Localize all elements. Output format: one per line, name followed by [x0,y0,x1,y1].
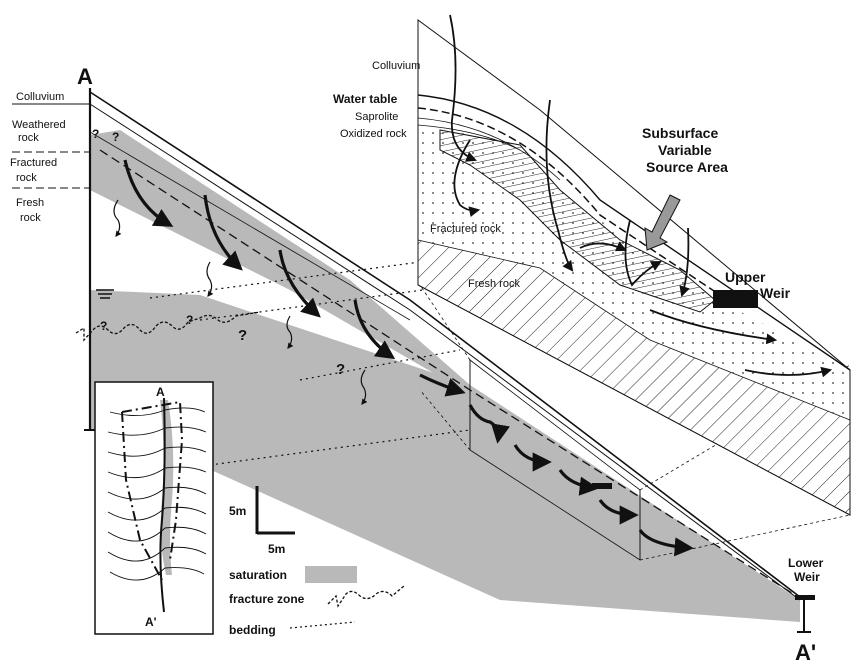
layer-label-colluvium: Colluvium [16,91,64,103]
block-label-oxidized-rock: Oxidized rock [340,128,407,140]
source-area-zone [439,129,716,313]
question-mark: ? [92,127,99,141]
question-mark: ? [186,313,193,327]
fracture-zone-line [75,311,261,342]
ground-surface [89,91,801,598]
water-table-symbol [96,289,114,299]
block-label-colluvium: Colluvium [372,60,420,72]
layer-label-fractured-rock: rock [16,172,37,184]
fresh-rock-zone [417,239,851,516]
block-ground-surface [417,94,851,371]
layer-label-fresh: Fresh [16,197,44,209]
upper-weir-label: Upper [725,269,766,285]
inset-label-end: A' [145,615,157,629]
saturation-zone-lower [90,290,800,622]
upper-weir-label: Weir [760,285,791,301]
legend: saturation fracture zone bedding [229,566,405,637]
upper-weir-marker [713,290,758,308]
inset-map: A A' [94,381,214,635]
scale-vertical-label: 5m [229,504,246,518]
legend-fracture-zone-swatch [327,585,405,608]
question-mark: ? [336,361,345,378]
inset-label-start: A [156,385,165,399]
source-area-pointer [644,194,681,251]
legend-fracture-zone-label: fracture zone [229,592,305,606]
source-area-title: Subsurface [642,125,718,141]
question-mark: ? [112,130,119,144]
block-diagram: Colluvium Water table Saprolite Oxidized… [333,14,851,516]
block-label-fractured-rock: Fractured rock [430,223,501,235]
lower-weir-marker [795,595,815,633]
lateral-flow-arrow [649,309,778,345]
scale-horizontal-label: 5m [268,542,285,556]
layer-label-fresh-rock: rock [20,212,41,224]
infiltration-arrow [679,227,690,298]
block-saprolite-base [417,117,561,181]
cross-section: ? ? ? ? ? ? Colluvium Weathered rock Fra… [10,64,824,663]
infiltration-arrow [545,99,574,272]
lower-weir-label: Weir [794,570,820,584]
block-label-saprolite: Saprolite [355,111,398,123]
question-mark: ? [238,327,247,344]
question-mark: ? [100,319,107,333]
legend-saturation-label: saturation [229,568,287,582]
block-label-fresh-rock: Fresh rock [468,278,520,290]
flow-arrows [123,159,694,557]
lateral-flow-arrow [579,241,627,252]
layer-label-weathered: Weathered [12,119,66,131]
source-area-title: Variable [658,142,712,158]
source-area-title: Source Area [646,159,728,175]
infiltration-arrow [453,139,481,217]
weir-marker [592,483,612,489]
percolation-arrows [113,199,368,405]
section-label-start: A [77,64,93,89]
section-label-end: A' [795,640,816,663]
weathered-base [89,131,411,321]
block-label-water-table: Water table [333,92,398,106]
scale-bar: 5m 5m [229,486,295,556]
layer-label-weathered-rock: rock [18,132,39,144]
lateral-flow-arrow [744,366,833,378]
lower-weir-label: Lower [788,556,824,570]
infiltration-arrow [449,14,478,162]
legend-saturation-swatch [305,566,357,583]
legend-bedding-swatch [289,621,356,629]
colluvium-base [89,103,801,601]
block-water-table [417,107,721,296]
infiltration-arrow [624,219,662,287]
legend-bedding-label: bedding [229,623,276,637]
layer-label-fractured: Fractured [10,157,57,169]
